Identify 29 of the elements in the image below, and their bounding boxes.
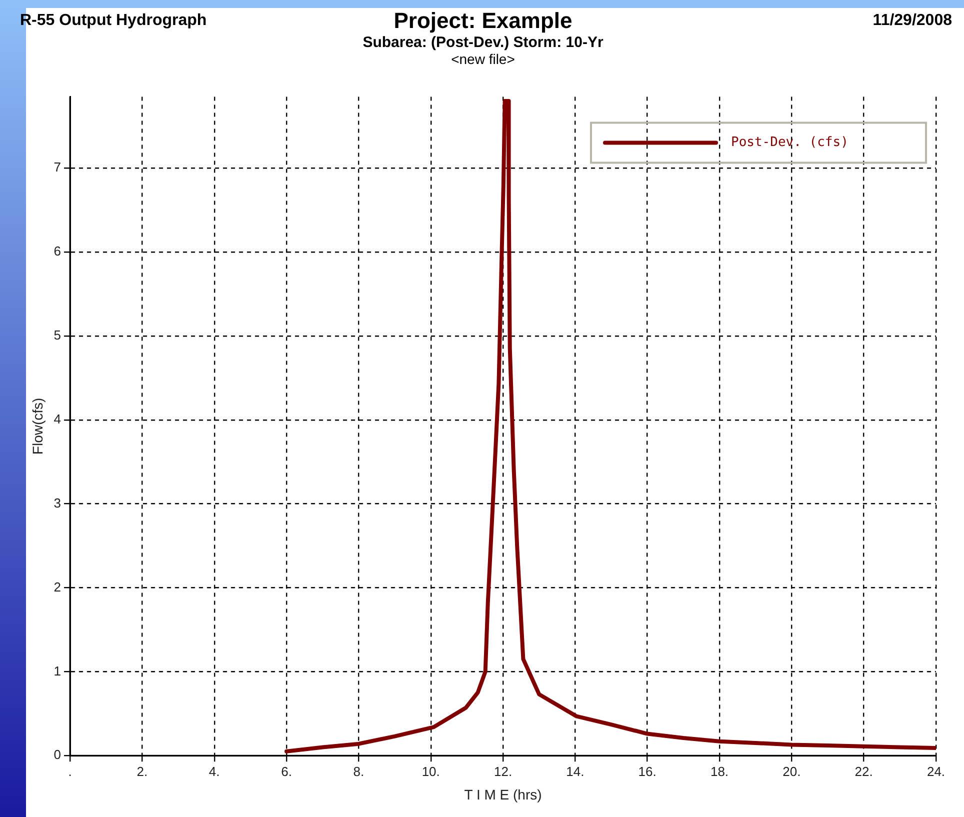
x-tick-label: 24. bbox=[926, 764, 946, 779]
y-tick-label: 1 bbox=[54, 663, 62, 678]
x-tick-label: 6. bbox=[281, 764, 292, 779]
x-tick-label: 12. bbox=[494, 764, 512, 779]
y-tick-label: 5 bbox=[54, 328, 62, 343]
x-tick-label: 16. bbox=[638, 764, 656, 779]
y-tick-label: 3 bbox=[54, 495, 62, 510]
x-tick-label: 18. bbox=[710, 764, 729, 779]
y-tick-label: 4 bbox=[54, 411, 62, 426]
x-tick-label: 2. bbox=[136, 764, 148, 779]
y-tick-label: 7 bbox=[54, 160, 62, 175]
x-tick-label: 20. bbox=[782, 764, 801, 779]
chart-title: Project: Example bbox=[392, 8, 574, 34]
x-axis-title: T I M E (hrs) bbox=[464, 786, 542, 802]
text: Post-Dev. (cfs) bbox=[731, 135, 848, 150]
chart-subtitle: Subarea: (Post-Dev.) Storm: 10-Yr bbox=[362, 34, 604, 51]
x-tick-label: 22. bbox=[854, 764, 873, 779]
y-tick-label: 0 bbox=[54, 747, 62, 762]
y-axis-title: Flow(cfs) bbox=[29, 398, 46, 455]
x-tick-label: 14. bbox=[566, 764, 584, 779]
x-tick-label: 4. bbox=[208, 764, 220, 779]
text: R-55 Output Hydrograph bbox=[20, 12, 207, 30]
x-tick-label: 10. bbox=[422, 764, 440, 779]
x-tick-label: . bbox=[68, 764, 72, 779]
text: <new file> bbox=[450, 51, 516, 67]
x-tick-label: 8. bbox=[353, 764, 364, 779]
text: 11/29/2008 bbox=[872, 12, 952, 30]
y-tick-label: 2 bbox=[54, 579, 62, 594]
y-tick-label: 6 bbox=[54, 244, 62, 259]
